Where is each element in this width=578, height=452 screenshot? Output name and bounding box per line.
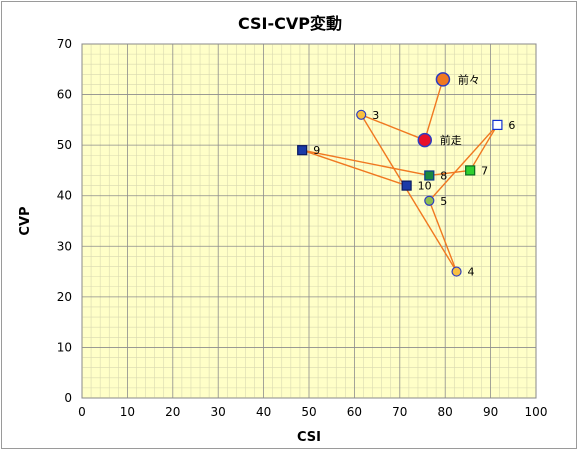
path-segment — [301, 149, 407, 187]
axis-ticks: 0 10 20 30 40 50 60 70 80 90 100 0 10 20 30 40 50 60 70 — [57, 37, 548, 419]
data-point-label: 5 — [440, 195, 447, 208]
data-point-label: 3 — [372, 109, 379, 122]
data-point-marker — [297, 145, 308, 156]
y-tick-label: 0 — [64, 391, 72, 405]
chart-title: CSI-CVP変動 — [238, 14, 342, 33]
x-tick-label: 10 — [120, 405, 135, 419]
y-tick-label: 70 — [57, 37, 72, 51]
chart-svg: 0 10 20 30 40 50 60 70 80 90 100 0 10 20 30 40 50 60 70 前々… — [18, 14, 548, 445]
y-tick-label: 50 — [57, 138, 72, 152]
data-point-label: 7 — [481, 164, 488, 177]
x-axis-label: CSI — [297, 430, 321, 445]
path-segment — [360, 114, 458, 272]
y-tick-label: 30 — [57, 239, 72, 253]
major-grid — [81, 43, 537, 399]
x-tick-label: 50 — [301, 405, 316, 419]
data-point-marker — [451, 266, 462, 277]
data-point-label: 4 — [468, 266, 475, 279]
path-segment — [428, 124, 498, 202]
x-tick-label: 70 — [392, 405, 407, 419]
data-point-marker — [424, 195, 435, 206]
path-segment — [429, 169, 471, 177]
x-tick-label: 0 — [78, 405, 86, 419]
x-tick-label: 20 — [165, 405, 180, 419]
data-point-marker — [424, 170, 435, 181]
path-segment — [428, 200, 458, 272]
data-point-label: 前走 — [440, 133, 462, 147]
x-tick-label: 30 — [211, 405, 226, 419]
series-path — [301, 79, 499, 272]
path-segment — [302, 149, 430, 177]
x-tick-label: 40 — [256, 405, 271, 419]
data-point-marker — [465, 165, 476, 176]
x-tick-label: 100 — [525, 405, 548, 419]
data-point-marker — [492, 119, 503, 131]
path-segment — [360, 114, 426, 141]
x-tick-label: 90 — [483, 405, 498, 419]
y-tick-label: 60 — [57, 88, 72, 102]
path-segment — [469, 124, 499, 171]
y-axis-label: CVP — [18, 206, 33, 235]
data-point-marker — [356, 109, 367, 120]
data-point-label: 6 — [508, 119, 515, 132]
data-point-marker — [435, 72, 451, 87]
data-point-label: 前々 — [458, 72, 480, 86]
data-point-marker — [401, 180, 412, 191]
y-tick-label: 10 — [57, 340, 72, 354]
x-tick-label: 60 — [347, 405, 362, 419]
data-point-label: 8 — [440, 169, 447, 182]
x-tick-label: 80 — [438, 405, 453, 419]
series-markers — [297, 72, 503, 277]
path-segment — [424, 79, 444, 141]
data-point-label: 10 — [418, 180, 432, 193]
data-point-label: 9 — [313, 144, 320, 157]
data-point-marker — [417, 132, 433, 148]
y-tick-label: 20 — [57, 290, 72, 304]
y-tick-label: 40 — [57, 189, 72, 203]
